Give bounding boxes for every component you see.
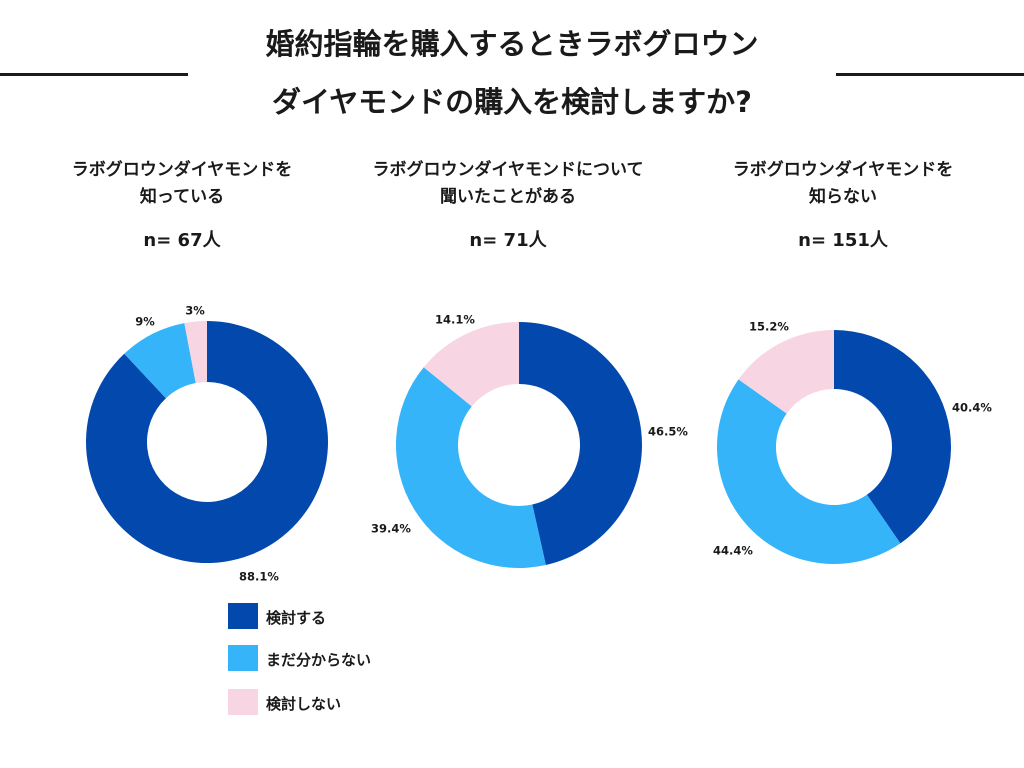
chart-3-n-label: n= 151人 bbox=[798, 230, 888, 251]
chart-2-heading: ラボグロウンダイヤモンドについて 聞いたことがある bbox=[343, 157, 673, 211]
legend-label-consider: 検討する bbox=[266, 609, 327, 627]
chart-3-heading: ラボグロウンダイヤモンドを 知らない bbox=[678, 157, 1008, 211]
chart-title-line-2: ダイヤモンドの購入を検討しますか? bbox=[272, 85, 752, 119]
chart-3-slice-not-consider bbox=[738, 330, 834, 414]
chart-2-slice-not-consider bbox=[423, 322, 519, 407]
chart-1-heading-line-2: 知っている bbox=[139, 187, 225, 208]
legend-swatch-consider bbox=[228, 603, 258, 629]
chart-3-label-undecided: 44.4% bbox=[713, 544, 753, 558]
chart-3-slice-consider bbox=[834, 330, 952, 544]
chart-1-label-consider: 88.1% bbox=[239, 570, 279, 584]
chart-title-line-1: 婚約指輪を購入するときラボグロウン bbox=[265, 27, 759, 61]
chart-3-slice-undecided bbox=[716, 379, 901, 565]
chart-1-heading-line-1: ラボグロウンダイヤモンドを bbox=[71, 160, 293, 180]
chart-2-heading-line-1: ラボグロウンダイヤモンドについて bbox=[372, 160, 644, 180]
chart-1-slice-not-consider bbox=[184, 321, 207, 384]
chart-2-slice-undecided bbox=[396, 367, 546, 568]
chart-3-label-not-consider: 15.2% bbox=[749, 320, 789, 334]
chart-1-slice-undecided bbox=[124, 323, 196, 399]
chart-3-heading-line-1: ラボグロウンダイヤモンドを bbox=[732, 160, 954, 180]
chart-1-label-undecided: 9% bbox=[135, 315, 155, 329]
title-rule-right bbox=[836, 73, 1024, 76]
legend-swatch-not-consider bbox=[228, 689, 258, 715]
chart-2-slice-consider bbox=[519, 322, 642, 566]
title-rule-left bbox=[0, 73, 188, 76]
chart-3-heading-line-2: 知らない bbox=[809, 187, 877, 208]
legend-swatch-undecided bbox=[228, 645, 258, 671]
chart-1-label-not-consider: 3% bbox=[185, 304, 205, 318]
chart-1-slice-consider bbox=[85, 321, 329, 563]
chart-2-n-label: n= 71人 bbox=[469, 230, 547, 251]
legend-label-not-consider: 検討しない bbox=[266, 695, 342, 713]
chart-2-label-consider: 46.5% bbox=[648, 425, 688, 439]
chart-2-heading-line-2: 聞いたことがある bbox=[440, 187, 576, 208]
chart-2-label-undecided: 39.4% bbox=[371, 522, 411, 536]
chart-1-heading: ラボグロウンダイヤモンドを 知っている bbox=[17, 157, 347, 211]
chart-3-label-consider: 40.4% bbox=[952, 401, 992, 415]
chart-1-n-label: n= 67人 bbox=[143, 230, 221, 251]
chart-2-label-not-consider: 14.1% bbox=[435, 313, 475, 327]
legend-label-undecided: まだ分からない bbox=[266, 651, 372, 669]
